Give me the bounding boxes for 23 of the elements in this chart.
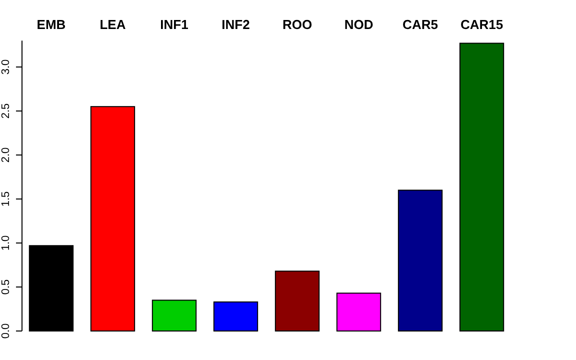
y-tick-label: 3.0 [0, 59, 12, 75]
x-tick-label: NOD [344, 17, 374, 32]
y-tick-label: 2.5 [0, 103, 12, 119]
x-tick-label: CAR15 [460, 17, 504, 32]
x-tick-label: INF1 [160, 17, 188, 32]
x-tick-label: LEA [100, 17, 126, 32]
y-tick-label: 2.0 [0, 147, 12, 163]
y-tick-label: 0.5 [0, 279, 12, 295]
bar [152, 300, 197, 332]
y-tick-label: 0.0 [0, 323, 12, 339]
bar [28, 245, 74, 332]
bar [90, 106, 136, 332]
bar [459, 42, 504, 332]
x-tick-label: INF2 [222, 17, 250, 32]
bar [213, 301, 258, 332]
y-tick-label: 1.0 [0, 235, 12, 251]
bar [274, 270, 320, 332]
x-tick-label: EMB [36, 17, 66, 32]
bar [398, 190, 443, 332]
x-tick-label: ROO [282, 17, 312, 32]
bar [336, 292, 382, 332]
x-tick-label: CAR5 [402, 17, 438, 32]
y-tick-label: 1.5 [0, 191, 12, 207]
